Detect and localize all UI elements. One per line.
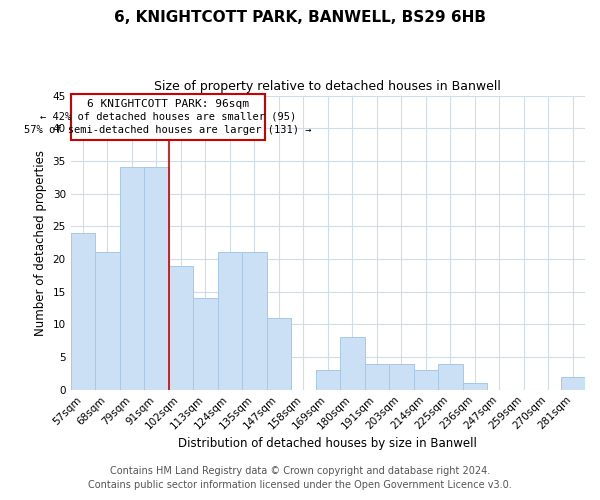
Bar [316,370,340,390]
Y-axis label: Number of detached properties: Number of detached properties [34,150,47,336]
Bar [71,233,95,390]
Bar [266,318,291,390]
Bar [193,298,218,390]
Text: 57% of semi-detached houses are larger (131) →: 57% of semi-detached houses are larger (… [25,125,312,135]
Bar [95,252,120,390]
Bar [438,364,463,390]
Text: 6 KNIGHTCOTT PARK: 96sqm: 6 KNIGHTCOTT PARK: 96sqm [87,99,249,109]
Bar [242,252,266,390]
Bar [120,168,144,390]
Bar [218,252,242,390]
Title: Size of property relative to detached houses in Banwell: Size of property relative to detached ho… [154,80,502,93]
Bar [144,168,169,390]
Text: Contains HM Land Registry data © Crown copyright and database right 2024.
Contai: Contains HM Land Registry data © Crown c… [88,466,512,490]
X-axis label: Distribution of detached houses by size in Banwell: Distribution of detached houses by size … [178,437,478,450]
FancyBboxPatch shape [71,94,265,140]
Bar [560,376,585,390]
Bar [389,364,413,390]
Bar [463,383,487,390]
Bar [340,338,365,390]
Bar [365,364,389,390]
Bar [413,370,438,390]
Text: 6, KNIGHTCOTT PARK, BANWELL, BS29 6HB: 6, KNIGHTCOTT PARK, BANWELL, BS29 6HB [114,10,486,25]
Bar [169,266,193,390]
Text: ← 42% of detached houses are smaller (95): ← 42% of detached houses are smaller (95… [40,112,296,122]
